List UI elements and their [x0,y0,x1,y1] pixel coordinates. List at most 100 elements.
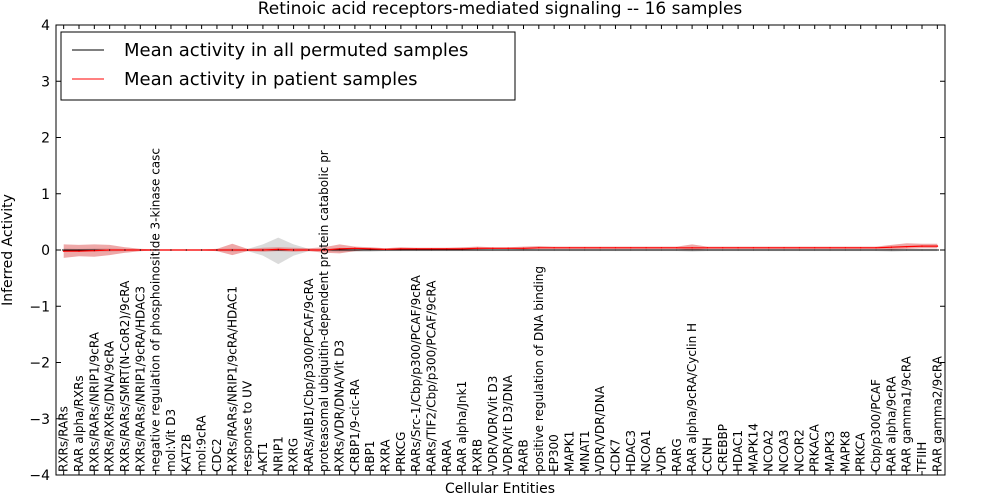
x-category-label: KAT2B [179,434,193,472]
x-category-label: MAPK8 [838,431,852,472]
permuted-point [875,249,877,251]
permuted-point [369,249,371,251]
permuted-point [768,249,770,251]
patient-point [492,247,494,250]
x-category-label: AKT1 [256,442,270,472]
permuted-point [553,249,555,251]
permuted-point [246,249,249,251]
patient-point [798,246,801,249]
permuted-point [752,249,755,251]
x-category-label: RAR gamma2/9cRA [930,355,944,472]
patient-point [721,246,724,249]
x-category-label: PRKCA [854,432,868,472]
permuted-point [538,249,540,251]
patient-point [599,246,601,249]
legend: Mean activity in all permuted samples Mea… [60,31,516,101]
x-category-label: MAPK1 [563,431,577,472]
permuted-point [798,249,800,251]
patient-point [629,246,632,249]
patient-point [859,246,862,249]
patient-point [507,247,509,250]
patient-point [354,247,356,250]
patient-point [614,246,617,249]
x-category-label: CCNH [700,437,714,472]
permuted-point [936,249,938,251]
permuted-point [170,249,172,251]
patient-point [921,245,923,247]
y-tick-label: 3 [41,74,50,90]
legend-box [60,31,516,101]
permuted-point [139,249,141,251]
y-tick-label: 2 [41,131,50,147]
permuted-point [676,249,678,251]
x-category-label: negative regulation of phosphoinositide … [149,148,163,472]
x-category-label: RAR alpha/9cRA [884,375,898,472]
permuted-point [829,249,831,251]
patient-point [553,246,555,249]
patient-point [905,245,908,248]
x-category-label: RAR gamma1/9cRA [900,355,914,472]
permuted-point [860,249,862,251]
x-category-label: RARs/TIF2/Cbp/p300/PCAF/9cRA [425,280,439,472]
x-category-label: RARA [440,439,454,472]
permuted-point [921,249,923,251]
x-category-label: CDK7 [609,439,623,472]
permuted-point [109,249,111,251]
permuted-point [308,249,310,251]
x-category-label: VDR/VDR/Vit D3 [486,376,500,472]
patient-point [461,248,463,250]
chart-title: Retinoic acid receptors-mediated signali… [258,0,743,19]
y-tick-label: −4 [29,468,50,484]
patient-point [538,246,540,249]
x-category-label: RXRs/RARs [57,406,71,472]
permuted-point [415,249,417,251]
permuted-point [568,249,571,251]
patient-point [767,246,770,249]
permuted-point [201,249,203,251]
permuted-point [400,249,402,251]
patient-point [584,246,586,249]
permuted-point [645,249,647,251]
permuted-point [906,249,908,251]
permuted-band [63,237,938,265]
x-category-label: PRKACA [808,423,822,472]
x-category-label: RXRs/RARs/SMRT(N-CoR2)/9cRA [118,280,132,472]
patient-point [476,247,479,250]
x-category-label: NCOA3 [777,430,791,472]
patient-point [752,246,755,249]
x-category-label: RXRs/VDR/DNA/Vit D3 [333,340,347,472]
x-category-label: NCOR2 [792,429,806,472]
x-category-label: RXRB [471,439,485,472]
patient-point [400,248,402,250]
patient-point [783,246,785,249]
patient-point [844,246,847,249]
x-category-label: RARs/Src-1/Cbp/p300/PCAF/9cRA [409,274,423,472]
x-category-label: Cbp/p300/PCAF [869,379,883,472]
permuted-point [185,249,187,251]
permuted-point [78,249,80,251]
permuted-point [63,249,65,251]
y-tick-label: −1 [29,299,50,315]
x-category-label: EP300 [547,434,561,472]
permuted-point [338,249,341,251]
permuted-point [630,249,632,251]
x-category-label: VDR/Vit D3/DNA [501,374,515,472]
permuted-point [384,249,387,251]
permuted-point [844,249,846,251]
permuted-point [231,249,233,251]
x-category-label: RXRA [379,439,393,472]
x-category-label: RARs/AIB1/Cbp/p300/PCAF/9cRA [302,278,316,472]
patient-point [430,248,433,250]
patient-point [446,248,448,250]
permuted-point [706,249,709,251]
legend-label: Mean activity in all permuted samples [124,40,468,61]
x-category-label: HDAC1 [731,430,745,472]
x-category-label: NCOA1 [639,430,653,472]
x-category-label: RXRs/RARs/NRIP1/9cRA [87,331,101,472]
patient-point [369,248,372,250]
legend-label: Mean activity in patient samples [124,69,418,90]
permuted-point [155,249,157,251]
x-category-label: NCOA2 [762,430,776,472]
permuted-point [292,249,295,251]
